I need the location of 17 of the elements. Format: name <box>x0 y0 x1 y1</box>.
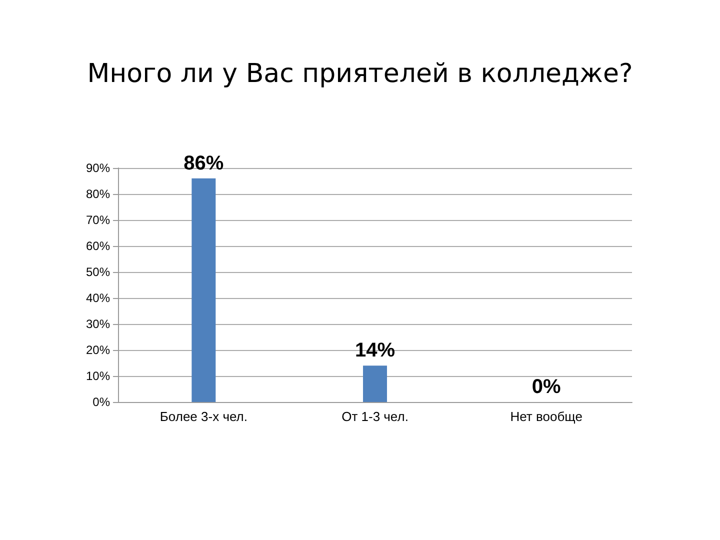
y-tick-label: 70% <box>86 213 110 227</box>
y-tick-label: 30% <box>86 317 110 331</box>
y-tick-label: 90% <box>86 161 110 175</box>
x-tick-label: От 1-3 чел. <box>342 409 408 424</box>
y-tick-label: 20% <box>86 343 110 357</box>
y-tick-label: 0% <box>92 395 110 409</box>
y-tick-label: 10% <box>86 369 110 383</box>
data-label: 0% <box>532 376 562 398</box>
data-label: 14% <box>354 340 396 362</box>
y-tick-label: 50% <box>86 265 110 279</box>
y-tick-label: 80% <box>86 187 110 201</box>
y-tick-label: 40% <box>86 291 110 305</box>
x-tick-label: Нет вообще <box>510 409 582 424</box>
y-tick-label: 60% <box>86 239 110 253</box>
data-label: 86% <box>184 152 224 174</box>
chart-title: Много ли у Вас приятелей в колледже? <box>87 59 633 89</box>
x-tick-label: Более 3-х чел. <box>160 409 248 424</box>
